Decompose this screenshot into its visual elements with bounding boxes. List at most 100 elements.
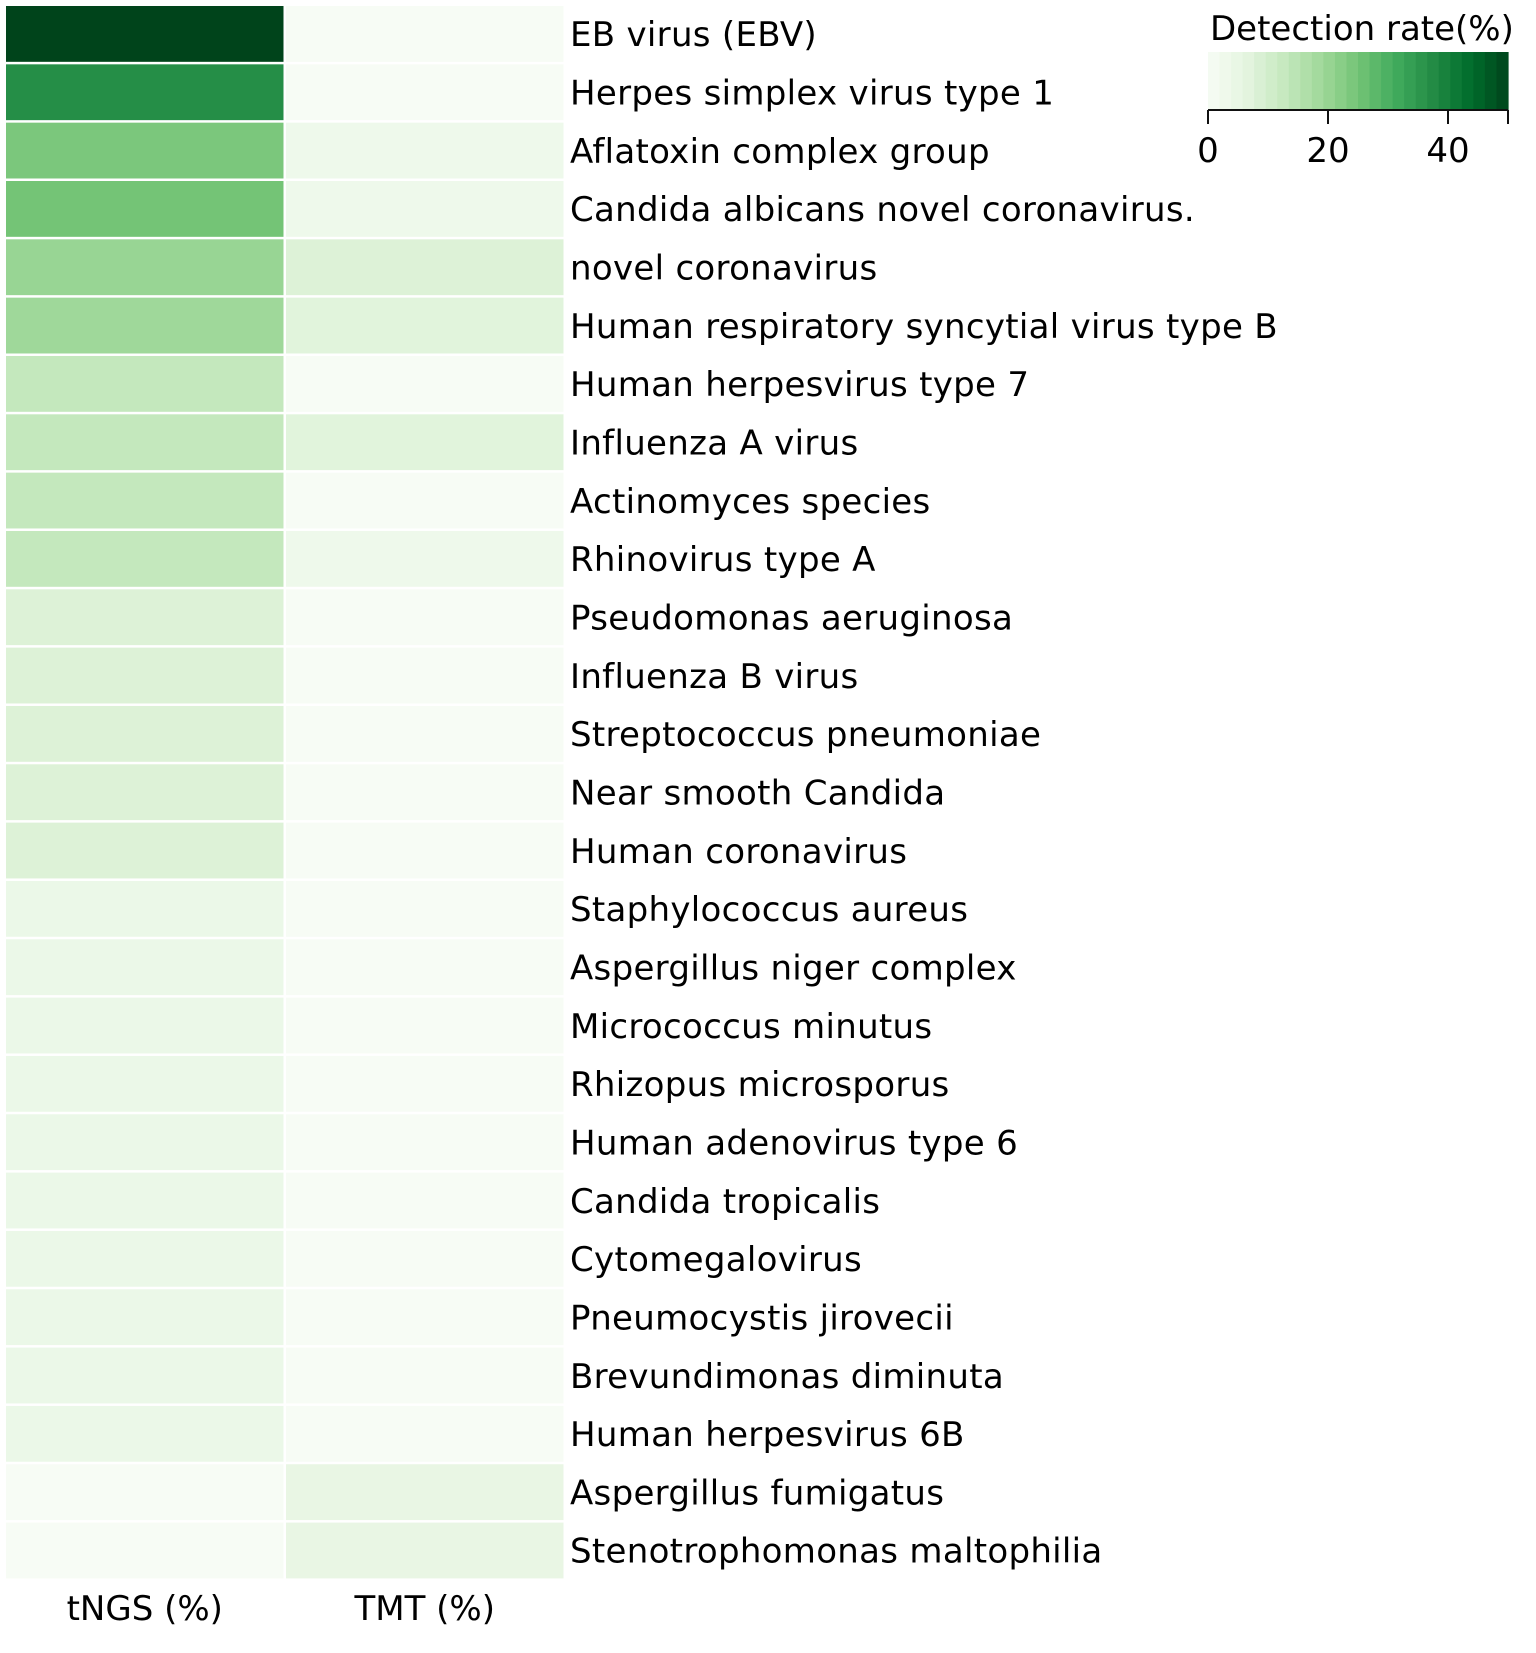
colorbar-step [1288, 52, 1301, 110]
heatmap-cell [286, 1114, 564, 1171]
heatmap-cell [286, 939, 564, 996]
column-label: TMT (%) [353, 1589, 495, 1629]
heatmap-cell [286, 589, 564, 646]
colorbar-step [1484, 52, 1498, 110]
heatmap-cell [286, 530, 564, 587]
heatmap-cell [286, 1230, 564, 1287]
heatmap-cell [6, 122, 284, 179]
heatmap-cell [286, 414, 564, 471]
heatmap-cell [6, 705, 284, 762]
heatmap-cell [6, 1172, 284, 1229]
heatmap-cell [286, 1405, 564, 1462]
row-label: Aspergillus fumigatus [570, 1473, 944, 1513]
heatmap-cell [286, 1522, 564, 1579]
heatmap-cell [6, 1464, 284, 1521]
heatmap-cell [6, 764, 284, 821]
colorbar-tick-label: 40 [1426, 131, 1469, 171]
row-label: Human coronavirus [570, 832, 907, 872]
colorbar-step [1415, 52, 1428, 110]
row-labels: EB virus (EBV) Herpes simplex virus type … [570, 15, 1278, 1572]
row-label: Human respiratory syncytial virus type B [570, 307, 1278, 347]
colorbar-step [1381, 52, 1394, 110]
colorbar-step [1404, 52, 1417, 110]
heatmap-cell [6, 589, 284, 646]
colorbar-gradient [1208, 52, 1509, 110]
colorbar-legend: Detection rate(%) 0 20 40 [1197, 9, 1514, 171]
column-labels: tNGS (%) TMT (%) [67, 1589, 495, 1629]
row-label: EB virus (EBV) [570, 15, 817, 55]
column-label: tNGS (%) [67, 1589, 223, 1629]
heatmap-cell [286, 122, 564, 179]
heatmap-cell [286, 64, 564, 121]
colorbar-step [1334, 52, 1348, 110]
heatmap-cell [286, 297, 564, 354]
heatmap-cell [6, 1055, 284, 1112]
row-label: Micrococcus minutus [570, 1007, 932, 1047]
colorbar-step [1369, 52, 1382, 110]
colorbar-step [1473, 52, 1486, 110]
heatmap-cell [286, 180, 564, 237]
row-label: novel coronavirus [570, 248, 877, 288]
heatmap-cell [6, 472, 284, 529]
row-label: Rhinovirus type A [570, 540, 876, 580]
colorbar-step [1496, 52, 1509, 110]
heatmap-cell [6, 647, 284, 704]
row-label: Candida tropicalis [570, 1182, 880, 1222]
heatmap-cells [6, 6, 564, 1579]
colorbar-title: Detection rate(%) [1210, 9, 1514, 49]
row-label: Herpes simplex virus type 1 [570, 73, 1054, 113]
colorbar-step [1438, 52, 1451, 110]
heatmap-cell [286, 997, 564, 1054]
row-label: Human herpesvirus 6B [570, 1415, 965, 1455]
colorbar-axis: 0 20 40 [1197, 109, 1509, 171]
colorbar-step [1242, 52, 1255, 110]
heatmap-cell [286, 472, 564, 529]
row-label: Stenotrophomonas maltophilia [570, 1532, 1103, 1572]
heatmap-cell [286, 1464, 564, 1521]
heatmap-cell [286, 1347, 564, 1404]
heatmap-cell [286, 1055, 564, 1112]
colorbar-tick-label: 20 [1306, 131, 1349, 171]
colorbar-tick-label: 0 [1197, 131, 1219, 171]
row-label: Staphylococcus aureus [570, 890, 968, 930]
heatmap-cell [6, 6, 284, 62]
heatmap-cell [6, 530, 284, 587]
heatmap-cell [6, 180, 284, 237]
colorbar-step [1231, 52, 1244, 110]
row-label: Brevundimonas diminuta [570, 1357, 1004, 1397]
heatmap-cell [286, 822, 564, 879]
colorbar-step [1265, 52, 1278, 110]
row-label: Streptococcus pneumoniae [570, 715, 1041, 755]
heatmap-cell [6, 997, 284, 1054]
heatmap-cell [286, 764, 564, 821]
heatmap-cell [6, 939, 284, 996]
colorbar-step [1450, 52, 1463, 110]
heatmap-cell [6, 1522, 284, 1579]
heatmap-cell [6, 822, 284, 879]
row-label: Human adenovirus type 6 [570, 1123, 1018, 1163]
heatmap-cell [286, 239, 564, 296]
heatmap-cell [6, 239, 284, 296]
row-label: Actinomyces species [570, 482, 931, 522]
row-label: Aspergillus niger complex [570, 948, 1017, 988]
heatmap-cell [286, 355, 564, 412]
heatmap-cell [6, 880, 284, 937]
heatmap-cell [286, 880, 564, 937]
row-label: Rhizopus microsporus [570, 1065, 950, 1105]
heatmap-cell [6, 1289, 284, 1346]
row-label: Influenza B virus [570, 657, 859, 697]
heatmap-cell [6, 414, 284, 471]
heatmap-cell [286, 1289, 564, 1346]
row-label: Cytomegalovirus [570, 1240, 862, 1280]
heatmap-cell [6, 1230, 284, 1287]
colorbar-step [1392, 52, 1405, 110]
row-label: Pneumocystis jirovecii [570, 1298, 954, 1338]
colorbar-step [1461, 52, 1474, 110]
heatmap-cell [6, 297, 284, 354]
colorbar-step [1427, 52, 1440, 110]
heatmap-cell [6, 1347, 284, 1404]
colorbar-step [1346, 52, 1359, 110]
heatmap-cell [286, 6, 564, 62]
